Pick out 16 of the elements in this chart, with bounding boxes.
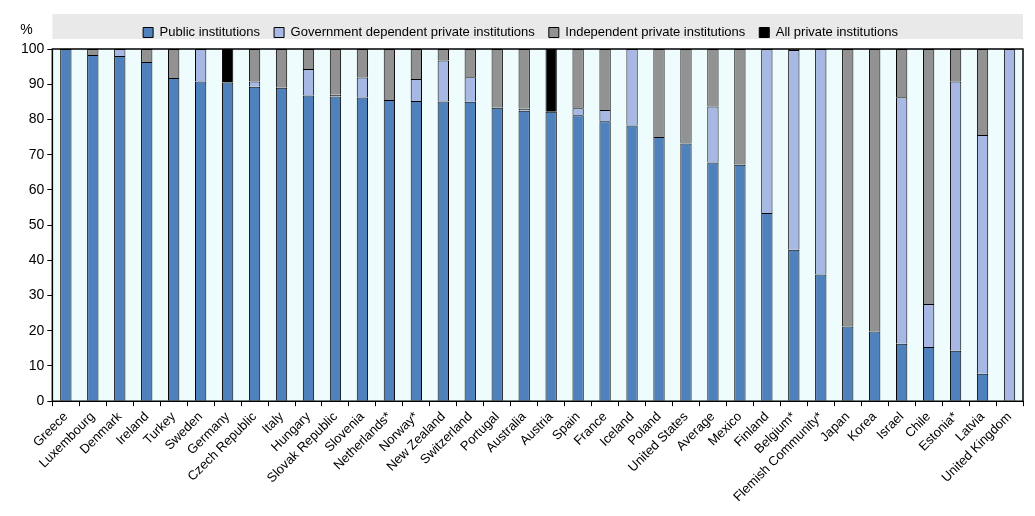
y-tick-label: 0: [36, 392, 45, 409]
y-tick-label: 80: [28, 110, 45, 127]
y-tick-label: 100: [21, 39, 45, 56]
y-tick-label: 20: [28, 321, 45, 338]
y-tick-label: 60: [28, 180, 45, 197]
legend-label: All private institutions: [775, 24, 899, 40]
y-axis-title: %: [20, 20, 33, 37]
y-tick-label: 50: [28, 215, 45, 232]
y-tick-label: 40: [28, 251, 45, 268]
y-tick-label: 70: [28, 145, 45, 162]
legend-label: Government dependent private institutions: [290, 24, 536, 40]
y-tick-label: 10: [28, 356, 45, 373]
legend-label: Independent private institutions: [565, 24, 746, 40]
y-tick-label: 90: [28, 75, 45, 92]
y-tick-label: 30: [28, 286, 45, 303]
legend-label: Public institutions: [159, 24, 261, 40]
